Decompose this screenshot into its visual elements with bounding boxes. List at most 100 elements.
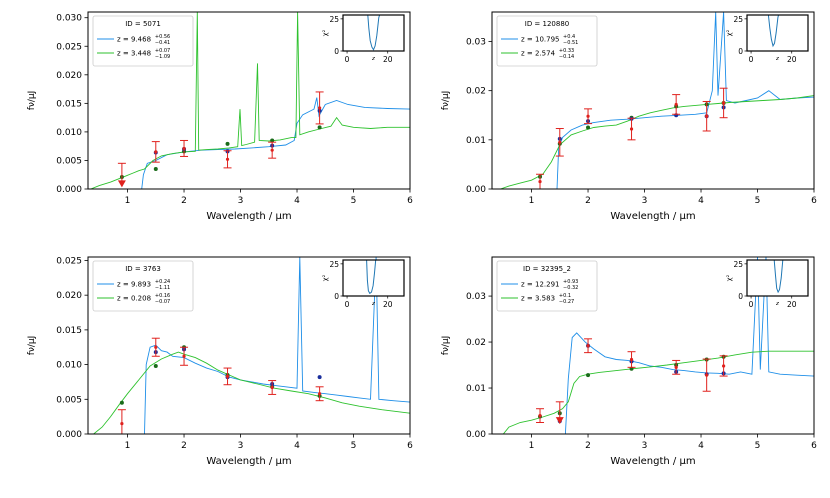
x-tick-label: 3 — [238, 441, 244, 451]
legend-sup-2: +0.1 — [559, 293, 571, 299]
legend: ID = 3763 z = 9.893 +0.24−1.11 z = 0.208 +0.… — [92, 260, 194, 312]
y-tick-label: 0.00 — [466, 430, 486, 440]
chi2-curve — [366, 260, 377, 295]
observed-point — [154, 150, 158, 154]
observed-point — [182, 354, 186, 358]
y-axis-label: fν/μJ — [441, 91, 451, 111]
legend-sup-2: +0.33 — [559, 48, 574, 54]
inset-y-label: χ² — [725, 29, 733, 36]
observed-point — [120, 421, 124, 426]
x-tick-label: 6 — [811, 441, 817, 451]
series-green-line — [500, 95, 814, 189]
inset-x-tick-label: 0 — [749, 55, 754, 64]
y-tick-label: 0.030 — [56, 14, 82, 24]
observed-point — [722, 101, 726, 105]
x-tick-label: 5 — [351, 441, 357, 451]
inset-x-tick-label: 0 — [345, 55, 350, 64]
legend-id-label: ID = 3763 — [125, 265, 161, 273]
upper-limit-arrow — [555, 417, 564, 425]
upper-limit-arrow — [117, 180, 126, 188]
axes-frame — [491, 11, 815, 190]
x-tick-label: 6 — [407, 441, 413, 451]
model-point-green — [225, 141, 230, 146]
legend-box — [496, 15, 598, 67]
chi2-curve — [773, 260, 784, 294]
x-axis-label: Wavelength / μm — [206, 456, 291, 467]
x-tick-label: 2 — [181, 441, 187, 451]
x-axis-label: Wavelength / μm — [610, 211, 695, 222]
legend-label-2: z = 0.208 — [117, 295, 151, 303]
y-tick-label: 0.000 — [56, 430, 82, 440]
legend-label-1: z = 12.291 — [521, 281, 559, 289]
y-tick-label: 0.005 — [56, 395, 82, 405]
inset-x-label: z — [371, 56, 375, 62]
inset-y-label: χ² — [321, 274, 329, 281]
observed-point — [722, 364, 726, 368]
x-tick-label: 5 — [351, 196, 357, 206]
x-tick-label: 1 — [529, 441, 535, 451]
x-tick-label: 5 — [755, 196, 761, 206]
series-green-line — [93, 351, 410, 434]
legend-label-2: z = 3.448 — [117, 50, 151, 58]
x-tick-label: 4 — [294, 441, 300, 451]
inset-y-label: χ² — [725, 274, 733, 281]
x-axis-label: Wavelength / μm — [206, 211, 291, 222]
y-tick-label: 0.010 — [56, 361, 82, 371]
legend-box — [92, 260, 194, 312]
x-tick-label: 6 — [811, 196, 817, 206]
x-tick-label: 2 — [585, 196, 591, 206]
x-axis-label: Wavelength / μm — [610, 456, 695, 467]
x-tick-label: 5 — [755, 441, 761, 451]
chi2-curve — [767, 15, 779, 48]
x-tick-label: 3 — [642, 441, 648, 451]
x-tick-label: 1 — [125, 441, 131, 451]
legend-id-label: ID = 32395_2 — [523, 265, 571, 273]
observed-point — [225, 157, 230, 161]
x-tick-label: 6 — [407, 196, 413, 206]
inset-x-tick-label: 20 — [787, 55, 797, 64]
inset-frame — [342, 259, 405, 297]
legend-sub-2: −1.09 — [155, 54, 170, 60]
observed-point — [586, 114, 590, 118]
observed-point — [318, 106, 322, 110]
observed-point — [538, 414, 542, 418]
x-tick-label: 4 — [294, 196, 300, 206]
x-tick-label: 2 — [585, 441, 591, 451]
model-point-green — [153, 167, 158, 172]
inset-y-tick-label: 25 — [733, 15, 743, 24]
observed-point — [538, 180, 542, 184]
panel-1: 1 2 3 4 5 6 0.000 0.005 0.010 0.015 0.020 0.025 0.03… — [27, 11, 413, 222]
inset-y-label: χ² — [321, 29, 329, 36]
inset-x-tick-label: 20 — [383, 55, 393, 64]
observed-point — [586, 344, 590, 348]
series-blue-line — [144, 257, 410, 434]
y-tick-label: 0.005 — [56, 156, 82, 166]
observed-point — [674, 365, 678, 369]
legend-id-label: ID = 120880 — [525, 20, 570, 28]
legend-label-2: z = 3.583 — [521, 295, 555, 303]
inset-x-tick-label: 0 — [749, 300, 754, 309]
y-tick-label: 0.03 — [466, 38, 486, 48]
series-blue-line — [141, 97, 410, 189]
observed-point — [270, 385, 274, 390]
y-tick-label: 0.025 — [56, 256, 82, 266]
model-point-green — [270, 138, 275, 143]
observed-point — [182, 146, 186, 151]
y-axis-label: fν/μJ — [27, 336, 37, 356]
legend-id-label: ID = 5071 — [125, 20, 161, 28]
legend-sup-1: +0.24 — [155, 279, 170, 285]
legend-sub-2: −0.27 — [559, 299, 574, 305]
inset-y-tick-label: 25 — [733, 260, 743, 269]
inset-frame — [342, 14, 405, 52]
inset-x-tick-label: 20 — [787, 300, 797, 309]
y-tick-label: 0.020 — [56, 71, 82, 81]
y-tick-label: 0.02 — [466, 87, 486, 97]
model-point-blue — [317, 375, 322, 380]
legend-sub-1: −0.51 — [563, 40, 578, 46]
observed-point — [558, 140, 562, 144]
inset-frame — [746, 14, 809, 52]
